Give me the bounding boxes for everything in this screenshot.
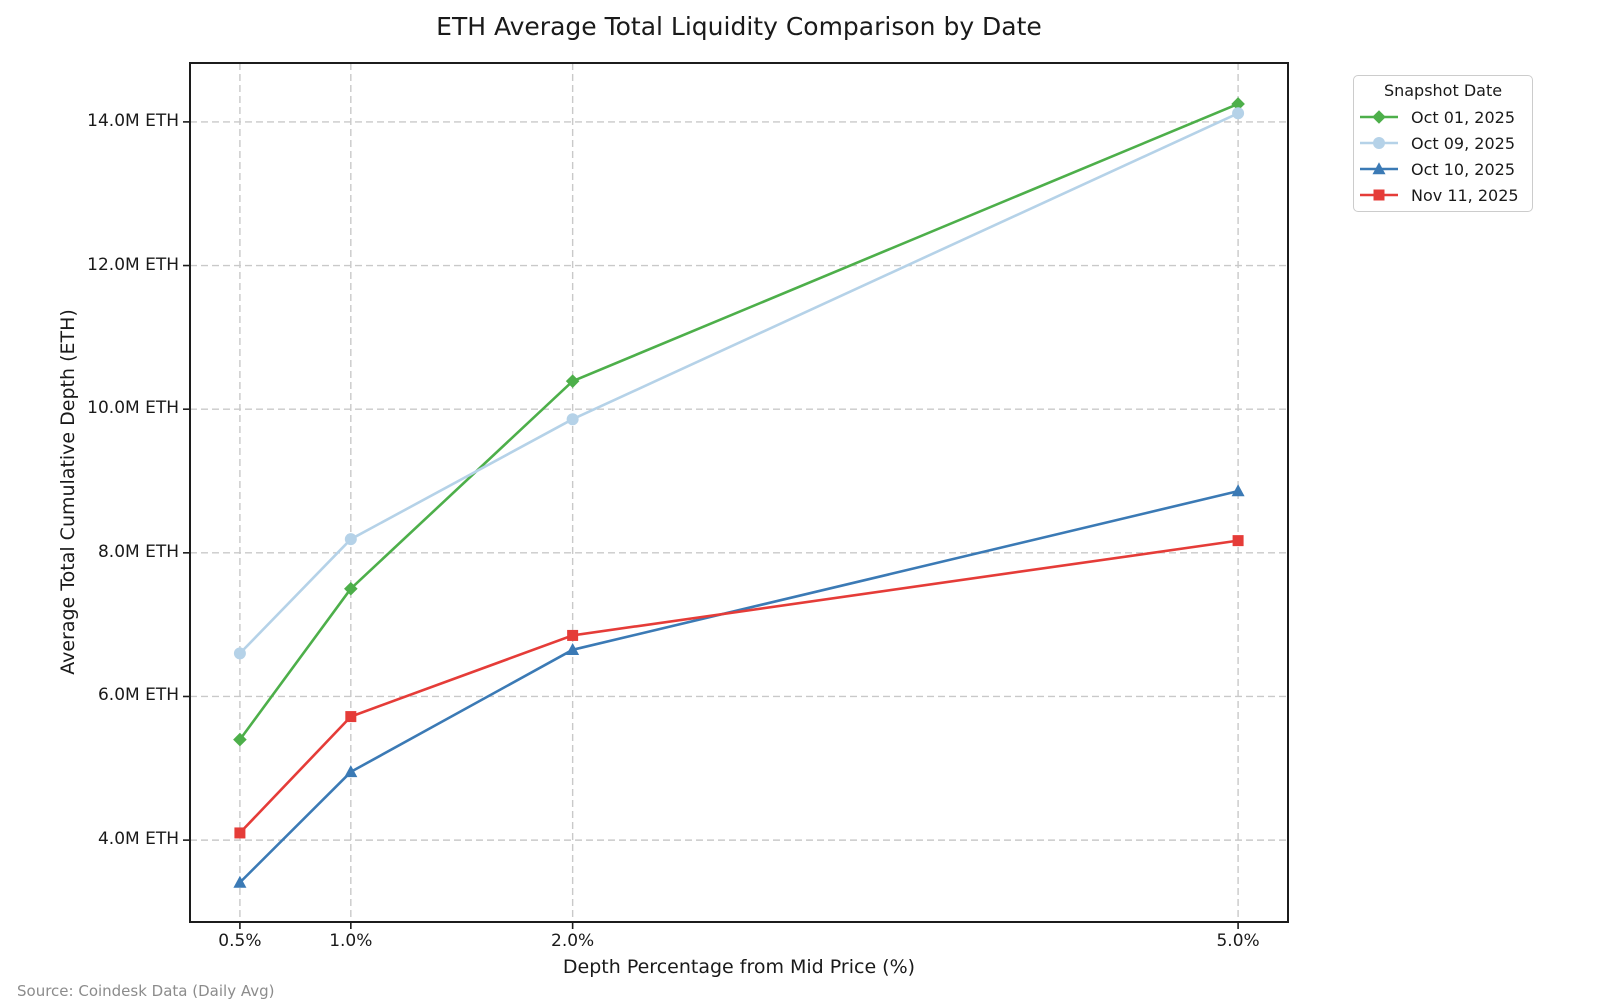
- x-tick-label: 0.5%: [218, 931, 262, 951]
- legend-item: Oct 09, 2025: [1359, 130, 1532, 156]
- chart-title: ETH Average Total Liquidity Comparison b…: [436, 12, 1042, 41]
- data-point-marker: [233, 732, 247, 747]
- data-point-marker: [1232, 107, 1245, 120]
- legend: Snapshot Date Oct 01, 2025 Oct 09, 2025 Oc…: [1353, 75, 1533, 212]
- legend-item: Oct 10, 2025: [1359, 156, 1532, 182]
- y-tick-label: 4.0M ETH: [97, 829, 179, 850]
- series-line: [238, 112, 1240, 655]
- data-point-marker: [566, 413, 579, 426]
- series-line: [238, 102, 1240, 741]
- data-point-marker: [345, 711, 357, 723]
- y-tick-label: 10.0M ETH: [87, 398, 179, 419]
- data-point-marker: [567, 629, 579, 641]
- data-point-marker: [234, 827, 246, 839]
- x-tick-label: 5.0%: [1216, 931, 1260, 951]
- legend-item: Nov 11, 2025: [1359, 182, 1532, 208]
- y-tick-label: 8.0M ETH: [97, 541, 179, 562]
- data-point-marker: [1231, 484, 1245, 497]
- legend-marker-icon: [1360, 162, 1398, 175]
- data-point-marker: [1232, 535, 1244, 547]
- series-line: [238, 539, 1240, 835]
- series-line: [238, 489, 1240, 884]
- legend-item-label: Oct 10, 2025: [1411, 159, 1515, 179]
- source-note: Source: Coindesk Data (Daily Avg): [17, 982, 275, 1000]
- data-point-marker: [566, 642, 580, 655]
- legend-item-label: Oct 09, 2025: [1411, 133, 1515, 153]
- legend-item-list: Oct 01, 2025 Oct 09, 2025 Oct 10, 2025 Nov …: [1354, 104, 1532, 208]
- legend-item-label: Nov 11, 2025: [1411, 185, 1519, 205]
- legend-item: Oct 01, 2025: [1359, 104, 1532, 130]
- x-tick-label: 1.0%: [329, 931, 373, 951]
- data-point-marker: [233, 647, 246, 660]
- y-tick-label: 12.0M ETH: [87, 254, 179, 275]
- data-point-marker: [233, 875, 247, 888]
- plot-border: [189, 62, 1289, 923]
- legend-marker-icon: [1360, 189, 1398, 201]
- data-point-marker: [344, 765, 358, 778]
- legend-marker-icon: [1360, 110, 1398, 124]
- data-point-marker: [344, 533, 357, 546]
- legend-marker-icon: [1360, 137, 1398, 149]
- y-axis-label: Average Total Cumulative Depth (ETH): [57, 309, 79, 675]
- legend-title: Snapshot Date: [1383, 81, 1503, 100]
- x-tick-label: 2.0%: [551, 931, 595, 951]
- data-point-marker: [565, 374, 580, 388]
- y-tick-label: 6.0M ETH: [97, 685, 179, 706]
- data-point-marker: [1231, 97, 1245, 111]
- legend-item-label: Oct 01, 2025: [1411, 107, 1515, 127]
- x-axis-label: Depth Percentage from Mid Price (%): [562, 956, 916, 978]
- data-point-marker: [344, 581, 358, 596]
- y-tick-label: 14.0M ETH: [87, 110, 179, 131]
